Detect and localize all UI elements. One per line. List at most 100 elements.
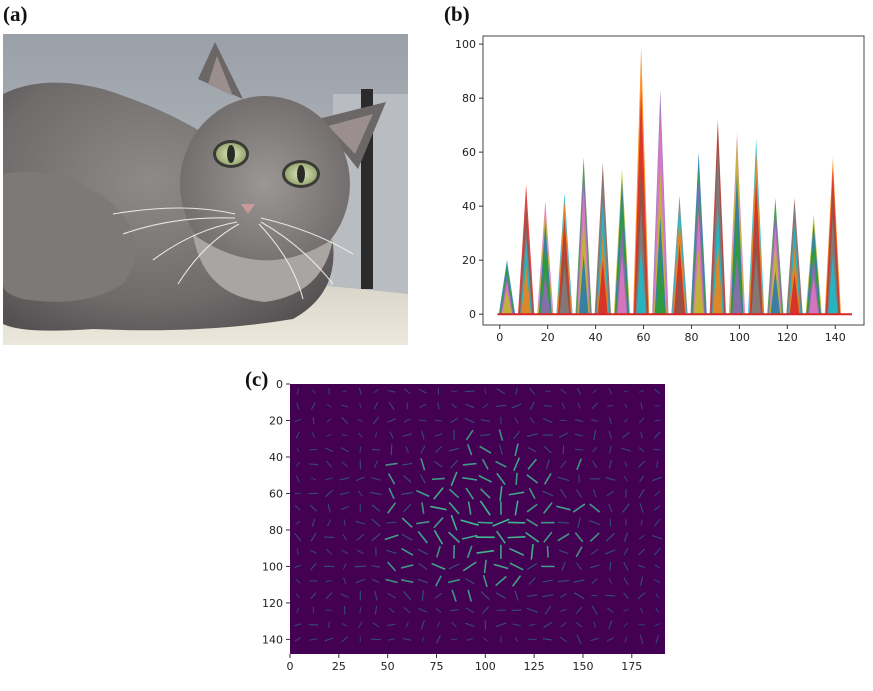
hog-cell — [435, 546, 441, 558]
hog-cell — [545, 459, 550, 470]
hog-cell — [526, 607, 538, 613]
hog-cell — [405, 621, 409, 628]
hog-cell — [639, 475, 645, 483]
hog-cell — [608, 620, 613, 630]
hog-cell — [341, 404, 349, 408]
hog-cell — [327, 519, 332, 527]
hog-cell — [573, 579, 585, 583]
y-tick-label: 40 — [462, 200, 476, 213]
hog-cell — [640, 519, 643, 526]
hog-cell — [638, 535, 645, 540]
hog-cell — [574, 532, 584, 543]
hog-cell — [418, 607, 428, 613]
hog-cell — [543, 502, 553, 514]
hog-cell — [482, 637, 488, 642]
hog-cell — [515, 472, 518, 485]
hog-cell — [403, 418, 411, 423]
hog-cell — [560, 488, 567, 499]
hog-cell — [557, 521, 569, 524]
hog-cell — [341, 433, 348, 437]
hog-cell — [512, 623, 521, 627]
hog-cell — [654, 388, 661, 394]
hog-cell — [421, 636, 424, 642]
hog-cell — [653, 547, 661, 556]
hog-cell — [496, 388, 506, 395]
hog-cell — [296, 388, 300, 395]
y-tick-label: 0 — [276, 378, 283, 391]
hog-cell — [449, 609, 459, 612]
y-tick-label: 20 — [269, 414, 283, 427]
hog-cell — [387, 638, 396, 641]
hog-cell — [528, 447, 537, 453]
plot-frame — [482, 35, 865, 326]
peak-group — [537, 200, 554, 315]
hog-cell — [639, 607, 644, 613]
hog-cell — [525, 531, 540, 543]
hog-cell — [527, 458, 538, 470]
hog-cell — [309, 638, 318, 641]
hog-cell — [640, 402, 643, 410]
hog-cell — [623, 608, 629, 612]
hog-cell — [435, 575, 442, 587]
hog-cell — [403, 591, 412, 601]
hog-cell — [326, 403, 332, 408]
x-tick-label: 140 — [825, 331, 846, 344]
hog-cell — [481, 458, 489, 470]
hog-cell — [357, 418, 363, 423]
hog-cell — [430, 505, 447, 511]
hog-cell — [480, 419, 490, 422]
hog-cell — [387, 473, 396, 485]
hog-cell — [400, 564, 414, 569]
hog-cell — [467, 501, 472, 515]
hog-cell — [390, 444, 393, 456]
hog-cell — [359, 403, 362, 409]
hog-cell — [499, 485, 503, 501]
hog-cell — [387, 623, 396, 627]
hog-cell — [294, 623, 302, 627]
hog-cell — [417, 548, 429, 555]
hog-cell — [460, 519, 479, 526]
hog-cell — [593, 430, 597, 441]
hog-cell — [462, 462, 477, 466]
x-tick-label: 0 — [496, 331, 503, 344]
plot-area — [498, 46, 841, 315]
peak-group — [671, 195, 688, 315]
hog-cell — [326, 418, 332, 423]
hog-cell — [558, 432, 568, 438]
hog-cell — [526, 594, 538, 598]
hog-cell — [355, 578, 365, 584]
hog-cell — [466, 545, 473, 559]
hog-cell — [400, 579, 414, 584]
hog-cell — [450, 638, 458, 641]
hog-cell — [402, 503, 412, 513]
hog-cell — [576, 387, 582, 395]
hog-cell — [418, 388, 427, 394]
hog-cell — [341, 461, 348, 468]
hog-cell — [358, 432, 363, 438]
hog-cell — [310, 477, 317, 481]
hog-cell — [465, 429, 474, 441]
hog-cell — [464, 622, 475, 627]
hog-cell — [325, 609, 333, 612]
hog-cell — [448, 447, 460, 452]
panel-label-a: (a) — [3, 2, 28, 26]
hog-cell — [498, 429, 504, 441]
y-tick-label: 60 — [462, 146, 476, 159]
hog-cell — [482, 574, 488, 588]
hog-cell — [495, 404, 507, 407]
hog-cell — [433, 516, 444, 529]
hog-cell — [355, 476, 365, 482]
peak-group — [498, 260, 516, 315]
hog-cell — [294, 637, 301, 642]
hog-cell — [461, 534, 478, 540]
hog-cell — [387, 561, 397, 572]
hog-cell — [402, 475, 412, 483]
hog-cell — [638, 488, 645, 498]
hog-cell — [343, 577, 347, 585]
hog-cell — [653, 419, 661, 422]
hog-cell — [622, 431, 630, 439]
hog-cell — [606, 607, 614, 614]
hog-cell — [576, 458, 582, 471]
hog-cell — [654, 490, 661, 497]
y-tick-label: 100 — [455, 38, 476, 51]
